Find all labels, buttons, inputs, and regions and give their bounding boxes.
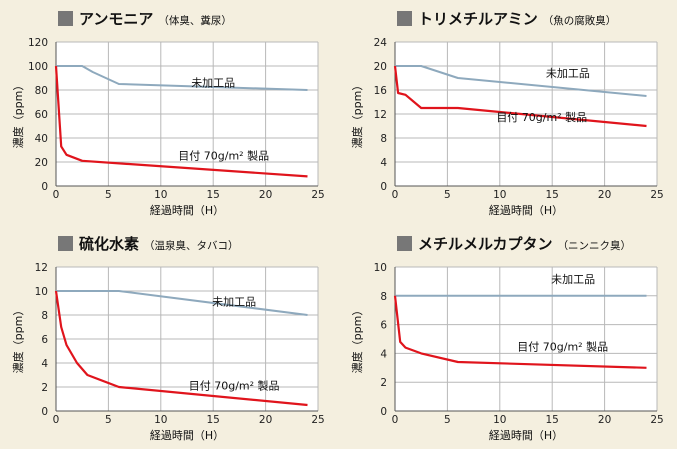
x-axis-label: 経過時間（H） (150, 204, 224, 217)
chart-title: メチルメルカプタン (418, 235, 553, 253)
x-tick-label: 0 (392, 189, 399, 201)
y-tick-label: 8 (380, 291, 387, 303)
chart-svg-2: 硫化水素 （温泉臭、タバコ） 0 2 4 6 8 10 12 0 5 10 15 20 25 経過時間（H） 濃… (11, 235, 325, 442)
series-label-untreated: 未加工品 (212, 295, 256, 308)
chart-title: アンモニア (79, 10, 153, 28)
y-tick-label: 0 (380, 181, 387, 193)
x-tick-label: 0 (53, 189, 60, 201)
y-tick-label: 12 (35, 262, 48, 274)
series-label-treated: 目付 70g/m² 製品 (517, 340, 608, 354)
y-tick-label: 2 (380, 377, 387, 389)
x-tick-label: 5 (105, 189, 112, 201)
x-axis-label: 経過時間（H） (489, 204, 563, 217)
x-tick-label: 5 (444, 189, 451, 201)
x-tick-label: 10 (493, 189, 506, 201)
y-tick-label: 40 (35, 133, 48, 145)
chart-panel-0: アンモニア （体臭、糞尿） 0 20 40 60 80 100 120 0 5 10 15 20 25 経過時… (0, 0, 338, 224)
x-tick-label: 10 (493, 414, 506, 426)
y-tick-label: 100 (28, 61, 48, 73)
title-square-icon (397, 236, 412, 251)
chart-panel-3: メチルメルカプタン （ニンニク臭） 0 2 4 6 8 10 0 5 10 15 20 25 経過時間（H）… (339, 225, 677, 449)
x-tick-label: 0 (53, 414, 60, 426)
y-tick-label: 6 (380, 320, 387, 332)
series-line-treated (393, 295, 647, 369)
chart-subtitle: （魚の腐敗臭） (543, 14, 617, 27)
x-tick-label: 25 (650, 414, 663, 426)
series-line-untreated (56, 290, 308, 316)
chart-subtitle: （温泉臭、タバコ） (144, 239, 239, 252)
series-label-treated: 目付 70g/m² 製品 (189, 378, 280, 392)
y-tick-label: 24 (374, 37, 388, 49)
y-tick-label: 0 (41, 406, 48, 418)
series-line-untreated (395, 65, 647, 97)
x-tick-label: 10 (154, 189, 167, 201)
x-tick-label: 25 (311, 414, 324, 426)
y-tick-label: 10 (35, 286, 48, 298)
y-tick-label: 10 (374, 262, 387, 274)
x-tick-label: 15 (546, 189, 559, 201)
series-line-treated (54, 290, 308, 407)
y-tick-label: 4 (41, 358, 48, 370)
x-tick-label: 15 (546, 414, 559, 426)
series-label-treated: 目付 70g/m² 製品 (178, 149, 269, 163)
x-tick-label: 25 (650, 189, 663, 201)
series-label-untreated: 未加工品 (191, 76, 235, 89)
title-square-icon (58, 236, 73, 251)
x-tick-label: 10 (154, 414, 167, 426)
y-tick-label: 8 (380, 133, 387, 145)
x-tick-label: 25 (311, 189, 324, 201)
y-tick-label: 6 (41, 334, 48, 346)
y-tick-label: 12 (374, 109, 387, 121)
x-axis-label: 経過時間（H） (150, 429, 224, 442)
chart-svg-3: メチルメルカプタン （ニンニク臭） 0 2 4 6 8 10 0 5 10 15 20 25 経過時間（H）… (350, 235, 664, 442)
x-axis-label: 経過時間（H） (489, 429, 563, 442)
y-tick-label: 20 (374, 61, 387, 73)
y-tick-label: 2 (41, 382, 48, 394)
chart-panel-1: トリメチルアミン （魚の腐敗臭） 0 4 8 12 16 20 24 0 5 10 15 20 25 経過時間… (339, 0, 677, 224)
x-tick-label: 15 (207, 189, 220, 201)
series-label-untreated: 未加工品 (551, 273, 595, 286)
series-line-treated (54, 65, 308, 178)
y-axis-label: 濃度（ppm） (11, 305, 25, 374)
plot-area (395, 267, 657, 411)
chart-title: 硫化水素 (79, 235, 139, 253)
y-tick-label: 16 (374, 85, 388, 97)
series-line-treated (393, 65, 647, 128)
title-square-icon (58, 11, 73, 26)
chart-svg-0: アンモニア （体臭、糞尿） 0 20 40 60 80 100 120 0 5 10 15 20 25 経過時… (11, 10, 325, 217)
series-label-untreated: 未加工品 (546, 67, 590, 80)
chart-svg-1: トリメチルアミン （魚の腐敗臭） 0 4 8 12 16 20 24 0 5 10 15 20 25 経過時間… (350, 10, 664, 217)
x-tick-label: 20 (259, 189, 272, 201)
y-axis-label: 濃度（ppm） (11, 80, 25, 149)
x-tick-label: 15 (207, 414, 220, 426)
x-tick-label: 5 (444, 414, 451, 426)
x-tick-label: 20 (259, 414, 272, 426)
y-tick-label: 4 (380, 157, 387, 169)
chart-panel-2: 硫化水素 （温泉臭、タバコ） 0 2 4 6 8 10 12 0 5 10 15 20 25 経過時間（H） 濃… (0, 225, 338, 449)
chart-title: トリメチルアミン (418, 10, 538, 28)
chart-subtitle: （体臭、糞尿） (158, 14, 232, 27)
y-tick-label: 20 (35, 157, 48, 169)
title-square-icon (397, 11, 412, 26)
y-tick-label: 4 (380, 348, 387, 360)
chart-subtitle: （ニンニク臭） (558, 239, 632, 252)
y-tick-label: 8 (41, 310, 48, 322)
series-line-untreated (56, 65, 308, 91)
x-tick-label: 20 (598, 189, 611, 201)
x-tick-label: 5 (105, 414, 112, 426)
y-tick-label: 80 (35, 85, 48, 97)
y-tick-label: 60 (35, 109, 48, 121)
y-axis-label: 濃度（ppm） (350, 80, 364, 149)
series-label-treated: 目付 70g/m² 製品 (496, 110, 587, 124)
x-tick-label: 0 (392, 414, 399, 426)
y-tick-label: 0 (41, 181, 48, 193)
y-tick-label: 0 (380, 406, 387, 418)
x-tick-label: 20 (598, 414, 611, 426)
y-tick-label: 120 (28, 37, 48, 49)
y-axis-label: 濃度（ppm） (350, 305, 364, 374)
